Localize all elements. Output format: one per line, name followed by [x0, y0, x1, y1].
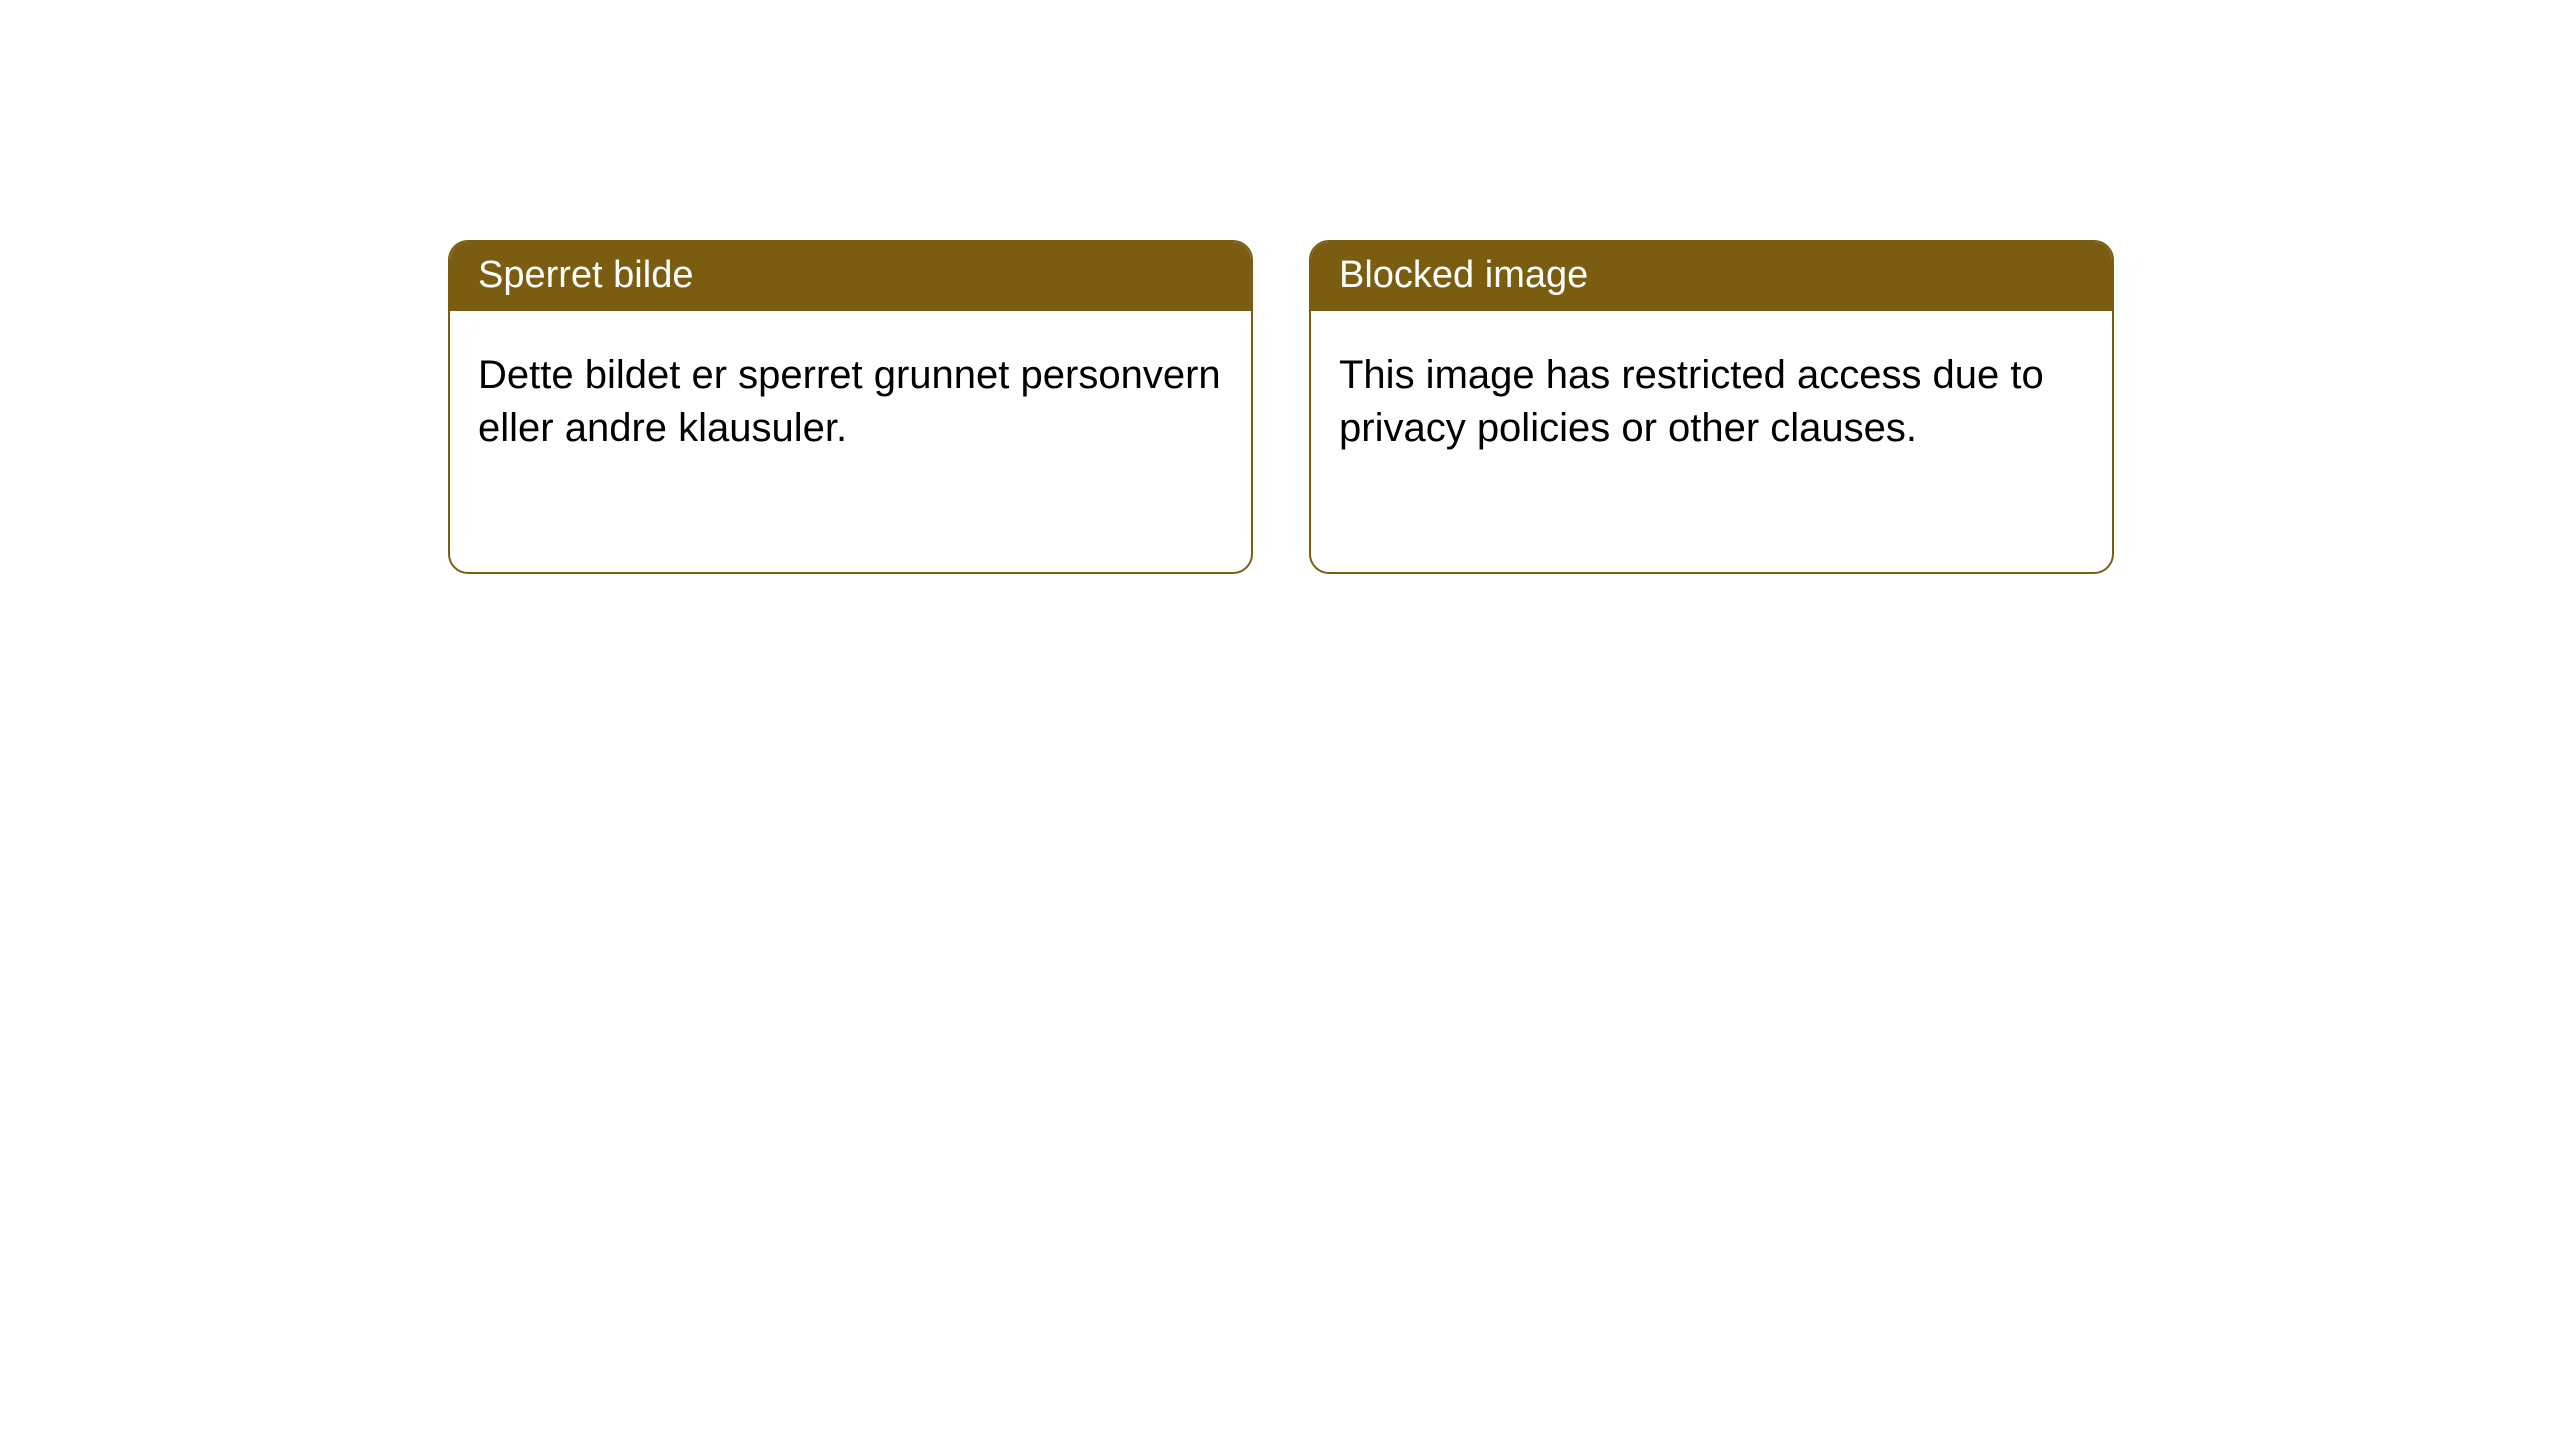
card-body: This image has restricted access due to … — [1311, 311, 2112, 483]
card-body-text: Dette bildet er sperret grunnet personve… — [478, 353, 1221, 450]
card-header: Blocked image — [1311, 242, 2112, 311]
blocked-image-card-en: Blocked image This image has restricted … — [1309, 240, 2114, 574]
card-title: Blocked image — [1339, 254, 1588, 296]
card-header: Sperret bilde — [450, 242, 1251, 311]
cards-container: Sperret bilde Dette bildet er sperret gr… — [0, 0, 2560, 574]
card-title: Sperret bilde — [478, 254, 693, 296]
card-body-text: This image has restricted access due to … — [1339, 353, 2044, 450]
blocked-image-card-no: Sperret bilde Dette bildet er sperret gr… — [448, 240, 1253, 574]
card-body: Dette bildet er sperret grunnet personve… — [450, 311, 1251, 483]
